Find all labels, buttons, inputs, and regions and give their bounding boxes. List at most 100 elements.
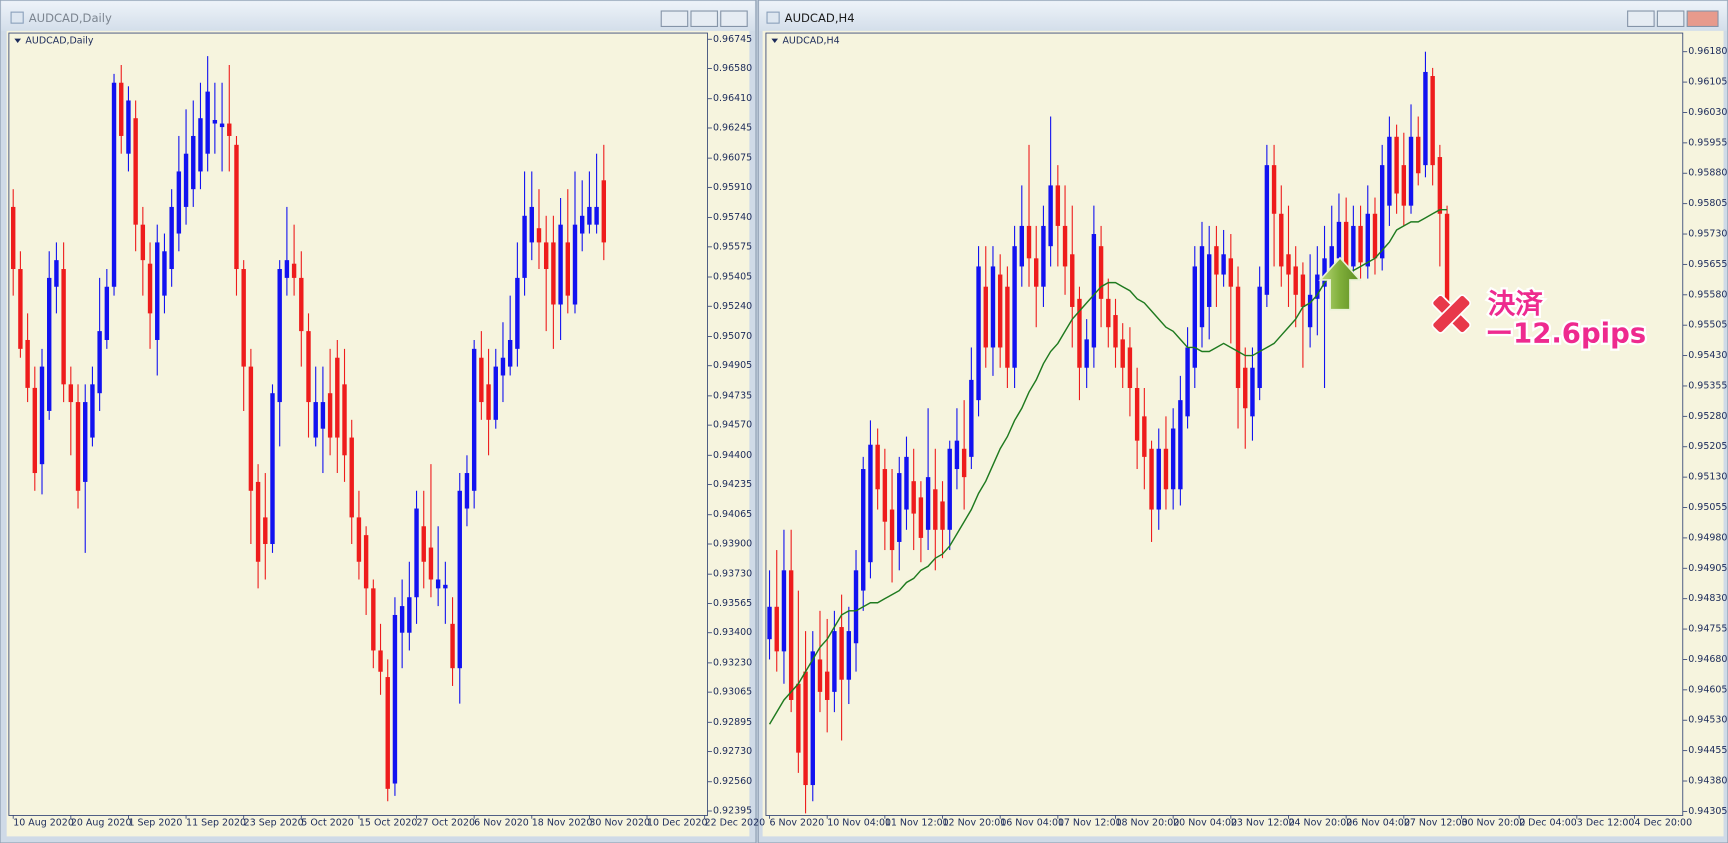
candle-body (83, 402, 88, 482)
x-tick-label: 15 Oct 2020 (359, 818, 418, 829)
close-button[interactable] (720, 10, 748, 27)
x-tick-label: 12 Nov 20:00 (943, 818, 1007, 829)
y-tick-label: 0.92895 (713, 717, 752, 728)
candle-body (1005, 286, 1010, 368)
candle-body (299, 277, 304, 332)
candle-body (1293, 266, 1298, 295)
x-tick-label: 30 Nov 20:00 (1461, 818, 1525, 829)
candle-body (579, 215, 585, 234)
candle-body (1358, 225, 1363, 263)
candle-body (1257, 286, 1262, 388)
candle-body (385, 677, 390, 789)
annotation-layer: 決済 ー12.6pips (1318, 256, 1648, 352)
candle-body (543, 242, 549, 270)
candle-body (1235, 286, 1241, 388)
candle-body (1156, 448, 1161, 510)
candle-body (407, 597, 412, 633)
candle-body (306, 331, 311, 403)
candle-body (486, 384, 491, 420)
candle-body (1134, 387, 1140, 441)
candle-body (911, 481, 916, 514)
candle-body (1055, 185, 1061, 226)
y-tick-label: 0.95240 (713, 301, 752, 312)
x-tick-label: 27 Oct 2020 (417, 818, 476, 829)
window-buttons (660, 10, 748, 27)
candle-body (1048, 185, 1053, 247)
y-tick-label: 0.95280 (1688, 411, 1727, 422)
candle-body (832, 631, 837, 692)
chart-area (762, 30, 1724, 837)
chart-label: AUDCAD,Daily (25, 35, 93, 46)
candle-body (140, 224, 146, 261)
candle-body (969, 379, 974, 457)
candle-body (479, 357, 484, 403)
title-bar[interactable] (759, 1, 1727, 31)
candle-body (97, 331, 102, 394)
exit-mark (1431, 294, 1472, 334)
candle-body (565, 242, 570, 296)
x-tick-label: 6 Nov 2020 (474, 818, 529, 829)
candle-body (18, 269, 23, 349)
candle-body (327, 393, 333, 438)
candle-body (1401, 165, 1407, 206)
y-tick-label: 0.94530 (1688, 715, 1727, 726)
candle-body (1322, 258, 1327, 287)
candle-body (147, 263, 153, 314)
window-h4: AUDCAD,H4 (757, 0, 1728, 843)
y-tick-label: 0.96105 (1688, 77, 1727, 88)
x-tick-label: 18 Nov 2020 (532, 818, 593, 829)
candle-body (378, 650, 383, 672)
x-tick-label: 27 Nov 12:00 (1404, 818, 1468, 829)
candle-body (918, 497, 924, 538)
candle-body (1379, 165, 1385, 259)
y-tick-label: 0.96180 (1688, 46, 1727, 57)
candle-body (846, 631, 852, 680)
title-bar[interactable] (1, 1, 755, 31)
y-tick-label: 0.94235 (713, 479, 752, 490)
candle-body (219, 123, 225, 128)
candle-body (1423, 71, 1428, 166)
minimize-button[interactable] (660, 10, 689, 27)
candle-body (601, 180, 607, 243)
candle-body (54, 260, 59, 287)
candle-body (61, 269, 66, 385)
candle-body (284, 260, 290, 278)
x-tick-label: 20 Nov 04:00 (1173, 818, 1237, 829)
candle-body (796, 683, 801, 753)
x-tick-label: 5 Oct 2020 (301, 818, 354, 829)
candle-body (1091, 234, 1097, 348)
close-button[interactable] (1686, 10, 1719, 27)
y-tick-label: 0.95580 (1688, 289, 1727, 300)
y-tick-label: 0.92395 (713, 806, 752, 817)
candle-body (277, 269, 282, 403)
candle-body (1394, 136, 1399, 194)
candle-body (1163, 448, 1169, 490)
candle-body (428, 547, 434, 580)
x-tick-label: 23 Nov 12:00 (1231, 818, 1295, 829)
y-tick-label: 0.94905 (713, 360, 752, 371)
chart-label-marker (771, 38, 779, 43)
candle-body (1077, 298, 1082, 368)
maximize-button[interactable] (1656, 10, 1685, 27)
maximize-button[interactable] (690, 10, 718, 27)
candle-body (371, 588, 376, 651)
candle-body (255, 481, 261, 562)
candle-body (320, 402, 326, 429)
candle-body (817, 659, 823, 692)
y-tick-label: 0.93400 (713, 627, 752, 638)
candle-body (940, 501, 945, 530)
candle-body (515, 277, 520, 349)
candle-body (471, 348, 477, 491)
window-buttons (1627, 10, 1719, 27)
candle-body (1178, 400, 1183, 490)
candle-body (933, 489, 938, 530)
candle-body (162, 251, 167, 296)
plot-border (8, 32, 708, 816)
candle-body (1315, 274, 1320, 299)
candle-body (507, 339, 513, 367)
candle-body (1192, 266, 1197, 368)
minimize-button[interactable] (1627, 10, 1655, 27)
y-tick-label: 0.93230 (713, 657, 752, 668)
x-tick-label: 22 Dec 2020 (705, 818, 766, 829)
